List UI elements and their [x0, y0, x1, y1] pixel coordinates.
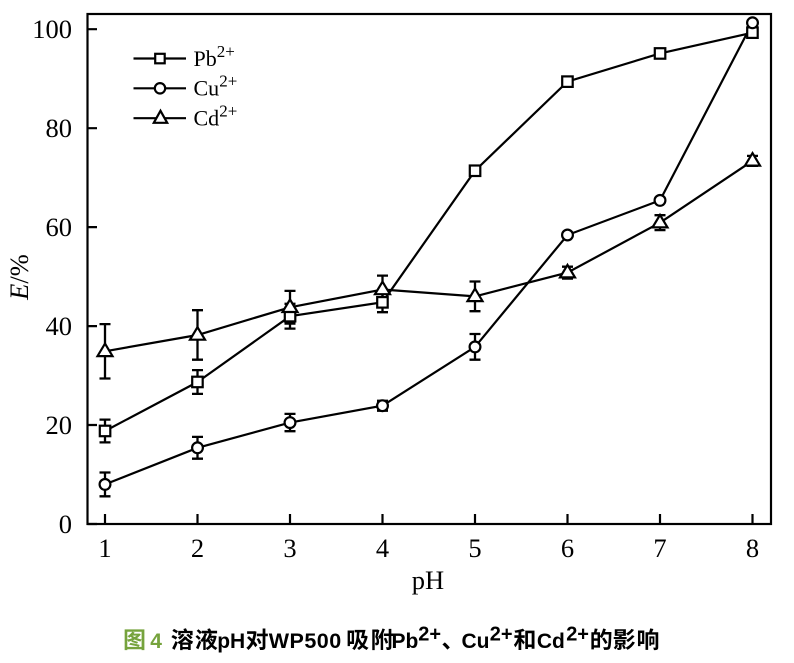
svg-text:20: 20 [46, 410, 73, 440]
svg-text:4: 4 [376, 533, 389, 563]
svg-text:1: 1 [98, 533, 111, 563]
svg-text:8: 8 [746, 533, 759, 563]
svg-text:6: 6 [561, 533, 574, 563]
svg-text:40: 40 [46, 311, 73, 341]
svg-text:2: 2 [191, 533, 204, 563]
svg-text:Pb: Pb [392, 630, 419, 653]
svg-text:100: 100 [32, 14, 72, 44]
svg-text:2+: 2+ [418, 624, 441, 646]
svg-text:pH: pH [412, 565, 444, 595]
svg-text:3: 3 [283, 533, 296, 563]
svg-text:7: 7 [653, 533, 666, 563]
svg-text:Cu2+: Cu2+ [194, 72, 238, 101]
svg-text:Cd: Cd [537, 630, 565, 653]
svg-text:2+: 2+ [490, 624, 513, 646]
svg-text:0: 0 [59, 509, 72, 539]
svg-text:4: 4 [150, 630, 162, 653]
svg-text:WP500: WP500 [269, 629, 342, 653]
svg-text:5: 5 [468, 533, 481, 563]
svg-text:60: 60 [46, 212, 73, 242]
svg-text:80: 80 [46, 113, 73, 143]
svg-text:Cu: Cu [462, 630, 490, 653]
svg-text:E/%: E/% [4, 254, 34, 301]
svg-text:pH: pH [217, 630, 245, 653]
svg-text:Pb2+: Pb2+ [194, 42, 235, 71]
svg-text:2+: 2+ [566, 624, 589, 646]
